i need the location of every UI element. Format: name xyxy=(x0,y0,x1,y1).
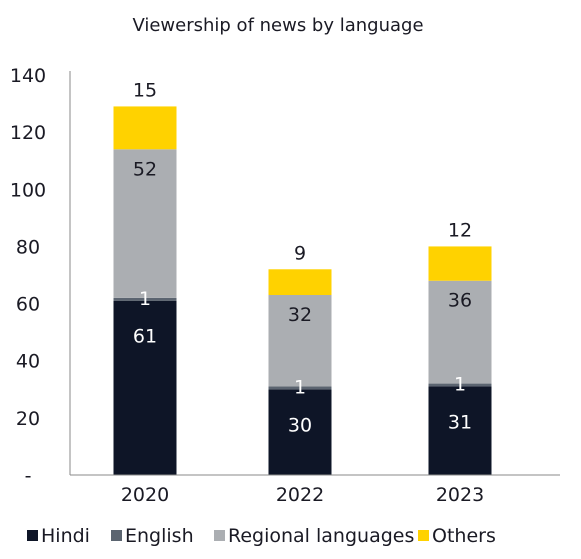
data-label: 15 xyxy=(133,79,157,101)
legend-entry: Regional languages xyxy=(228,525,414,547)
y-tick-label: 40 xyxy=(16,351,40,373)
y-tick-label: 60 xyxy=(16,294,40,316)
x-tick-label: 2022 xyxy=(276,484,324,506)
legend-swatch xyxy=(418,530,429,541)
bars: 61 1 52 15 30 1 32 9 31 1 36 12 xyxy=(113,79,492,475)
legend: Hindi English Regional languages Others xyxy=(27,525,496,547)
data-label: 1 xyxy=(294,376,306,398)
data-label: 36 xyxy=(448,290,472,312)
bar-segment xyxy=(428,386,492,475)
data-label: 31 xyxy=(448,411,472,433)
bar-segment xyxy=(268,295,332,387)
legend-entry: English xyxy=(125,525,194,547)
x-tick-label: 2020 xyxy=(121,484,169,506)
y-tick-label: - xyxy=(25,465,32,487)
bar-segment xyxy=(113,297,177,301)
bar-segment xyxy=(268,269,332,295)
bar-segment xyxy=(428,280,492,384)
chart-title: Viewership of news by language xyxy=(132,15,423,36)
bar-segment xyxy=(268,389,332,475)
x-tick-label: 2023 xyxy=(436,484,484,506)
data-label: 12 xyxy=(448,219,472,241)
data-label: 9 xyxy=(294,242,306,264)
bar-segment xyxy=(113,300,177,475)
legend-swatch xyxy=(214,530,225,541)
legend-swatch xyxy=(27,530,38,541)
y-tick-label: 80 xyxy=(16,236,40,258)
legend-swatch xyxy=(111,530,122,541)
bar-segment xyxy=(428,246,492,281)
data-label: 32 xyxy=(288,304,312,326)
bar-segment xyxy=(428,383,492,387)
y-tick-label: 20 xyxy=(16,408,40,430)
bar-segment xyxy=(113,106,177,150)
data-label: 1 xyxy=(139,288,151,310)
data-label: 61 xyxy=(133,326,157,348)
legend-entry: Hindi xyxy=(41,525,90,547)
data-label: 30 xyxy=(288,414,312,436)
y-axis: - 20 40 60 80 100 120 140 xyxy=(10,65,71,487)
data-label: 52 xyxy=(133,158,157,180)
legend-entry: Others xyxy=(432,525,496,547)
x-axis: 2020 2022 2023 xyxy=(70,474,560,506)
bar-segment xyxy=(268,386,332,390)
y-tick-label: 120 xyxy=(10,122,46,144)
data-label: 1 xyxy=(454,374,466,396)
y-tick-label: 100 xyxy=(10,179,46,201)
bar-segment xyxy=(113,149,177,298)
y-tick-label: 140 xyxy=(10,65,46,87)
